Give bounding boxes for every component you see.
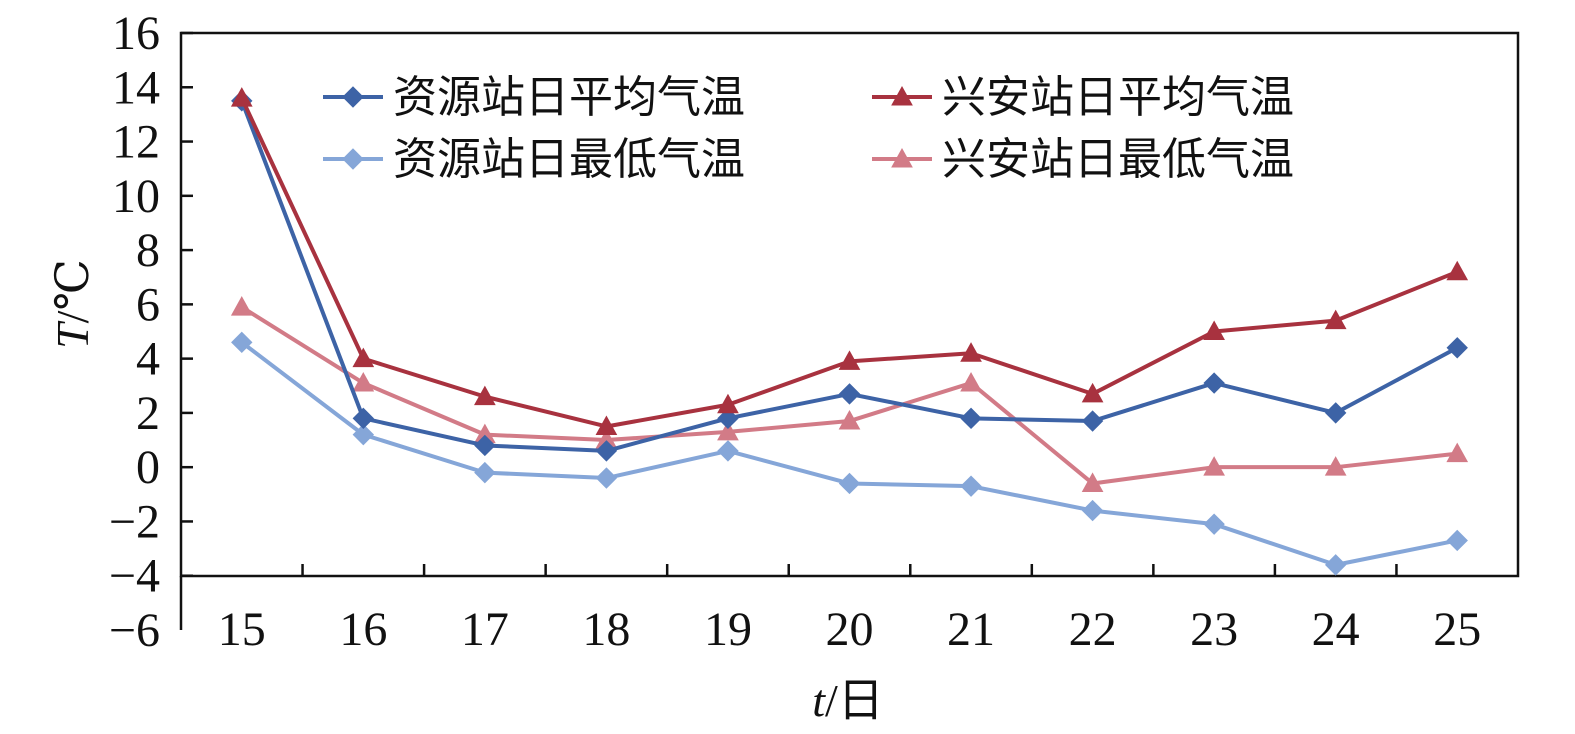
data-point [352,407,375,430]
data-point [1324,309,1347,330]
data-point [1081,382,1104,403]
data-point [352,372,375,392]
y-axis-title: T/℃ [47,259,98,349]
legend-marker [891,85,913,106]
x-tick-labels: 15 16 17 18 19 20 21 22 23 24 25 [218,603,1481,656]
legend-label: 兴安站日平均气温 [942,72,1294,123]
legend-item: 兴安站日最低气温 [872,134,1294,185]
legend-item: 资源站日平均气温 [323,72,745,123]
data-point [960,407,982,430]
x-tick-label: 23 [1190,603,1238,656]
legend-item: 兴安站日平均气温 [872,72,1294,123]
data-point [717,440,739,462]
legend-label: 兴安站日最低气温 [942,134,1294,185]
data-point [1446,337,1468,359]
legend-item: 资源站日最低气温 [323,134,745,185]
y-tick-label: −6 [109,604,160,657]
y-tick-label: 14 [112,61,160,114]
series-4 [230,296,1469,492]
data-point [1446,260,1469,281]
y-tick-label: 0 [136,441,160,494]
x-axis-variable: t [812,675,826,726]
data-point [1324,554,1347,576]
y-tick-label: 16 [112,7,160,60]
legend-marker [342,86,364,108]
data-point [595,415,618,435]
series-2 [230,87,1469,435]
y-tick-label: 8 [136,224,160,277]
y-axis-variable: T [47,320,98,349]
data-point [838,383,861,405]
y-tick-label: 6 [136,278,160,331]
plot-frame [179,31,1520,578]
x-tick-label: 24 [1312,603,1360,656]
x-tick-label: 16 [339,603,387,656]
x-tick-label: 18 [582,603,630,656]
data-point [838,410,861,430]
data-point [230,87,253,107]
series-3 [231,331,1468,576]
x-axis-title: t/日 [812,675,884,726]
data-point [1203,320,1225,340]
y-tick-label: −4 [109,550,160,603]
data-point [838,472,861,495]
y-tick-label: 10 [112,170,160,223]
data-point [1081,472,1104,492]
y-tick-label: 12 [112,116,160,169]
data-point [960,342,982,362]
y-axis-unit: /℃ [47,259,98,323]
x-tick-label: 20 [826,603,874,656]
data-point [474,461,496,484]
data-point [1081,410,1104,432]
data-point [595,440,618,462]
data-point [960,372,982,392]
legend-label: 资源站日平均气温 [393,72,745,123]
x-axis-unit: /日 [825,675,884,726]
data-point [352,347,375,368]
data-point [1324,402,1347,424]
data-point [1446,529,1468,552]
x-ticks [301,564,1398,576]
legend-label: 资源站日最低气温 [393,134,745,185]
series-layer [230,87,1469,576]
legend-marker [342,148,364,170]
x-tick-label: 21 [947,603,995,656]
data-point [1081,499,1104,522]
data-point [474,434,496,457]
data-point [595,467,618,489]
data-point [717,393,739,414]
y-ticks [181,31,193,577]
x-tick-label: 25 [1433,603,1481,656]
x-tick-label: 19 [704,603,752,656]
legend-marker [891,147,913,168]
data-point [231,331,253,354]
series-1 [231,90,1468,462]
x-tick-label: 17 [461,603,509,656]
y-tick-label: 2 [136,387,160,440]
data-point [1203,513,1225,535]
data-point [1203,372,1225,394]
data-point [960,475,982,497]
x-tick-label: 22 [1069,603,1117,656]
data-point [1203,456,1225,476]
data-point [474,385,496,406]
data-point [717,407,739,430]
y-tick-label: 4 [136,333,160,386]
data-point [1446,442,1469,463]
data-point [352,423,375,446]
x-tick-label: 15 [218,603,266,656]
data-point [1324,456,1347,476]
data-point [230,296,253,316]
data-point [838,350,861,370]
data-point [717,420,739,441]
y-tick-label: −2 [109,495,160,548]
